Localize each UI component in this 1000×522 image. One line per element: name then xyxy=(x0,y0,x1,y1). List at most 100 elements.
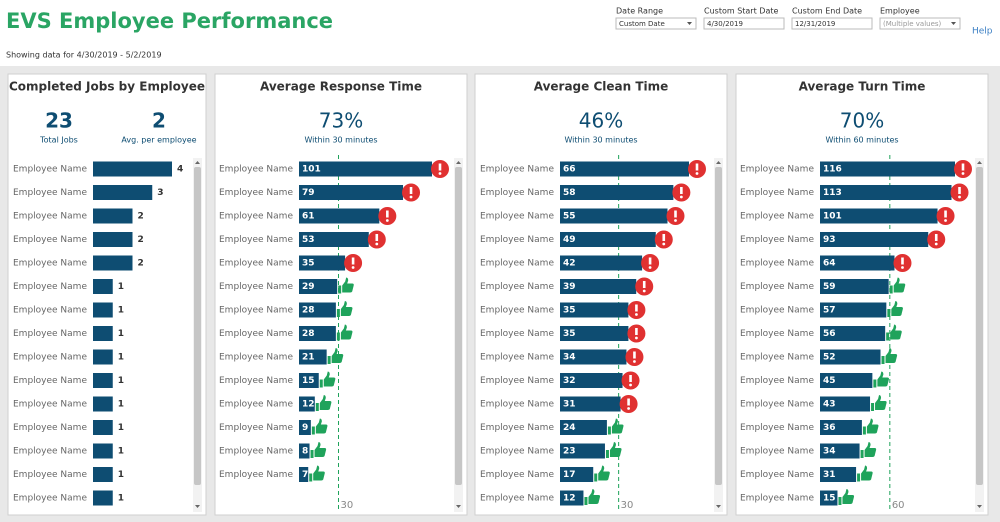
alert-bar xyxy=(627,398,630,406)
bar-value: 64 xyxy=(823,259,836,269)
kpi-label: Within 30 minutes xyxy=(304,136,377,145)
employee-name: Employee Name xyxy=(480,212,554,222)
bar-value: 39 xyxy=(563,282,576,292)
panel xyxy=(214,73,468,516)
employee-name: Employee Name xyxy=(740,447,814,457)
bar xyxy=(93,279,113,294)
employee-name: Employee Name xyxy=(219,212,293,222)
scroll-down[interactable] xyxy=(456,505,461,508)
scroll-down[interactable] xyxy=(977,505,982,508)
employee-name: Employee Name xyxy=(219,447,293,457)
scroll-up[interactable] xyxy=(456,161,461,164)
employee-name: Employee Name xyxy=(13,188,87,198)
alert-bar xyxy=(648,257,652,265)
bar xyxy=(299,185,404,200)
bar xyxy=(299,396,315,412)
employee-name: Employee Name xyxy=(740,353,814,363)
scrollbar-thumb[interactable] xyxy=(715,167,722,485)
bar xyxy=(820,420,862,435)
employee-name: Employee Name xyxy=(13,400,87,410)
bar xyxy=(820,373,873,388)
employee-name: Employee Name xyxy=(480,282,554,292)
filter-dropdown[interactable] xyxy=(703,17,785,30)
kpi-value: 70% xyxy=(840,109,884,133)
alert-bar xyxy=(351,257,355,265)
thumbs-up-icon xyxy=(887,301,903,317)
bar-value: 1 xyxy=(118,494,124,504)
bar-value: 45 xyxy=(823,376,836,386)
bar xyxy=(820,232,929,247)
thumbs-up-icon xyxy=(584,489,601,505)
thumbs-up-icon xyxy=(309,465,325,482)
bar xyxy=(560,185,674,200)
thumbs-up-icon xyxy=(594,465,610,482)
bar xyxy=(299,420,311,435)
employee-name: Employee Name xyxy=(740,188,814,198)
alert-bar xyxy=(674,210,677,218)
scroll-up[interactable] xyxy=(716,161,721,164)
alert-dot xyxy=(961,172,965,175)
scroll-down[interactable] xyxy=(716,505,721,508)
employee-name: Employee Name xyxy=(13,470,87,480)
bar xyxy=(560,349,627,365)
bar xyxy=(299,161,432,177)
thumbs-up-icon xyxy=(605,442,622,458)
employee-name: Employee Name xyxy=(219,306,293,316)
bar-value: 8 xyxy=(302,447,308,457)
employee-name: Employee Name xyxy=(219,470,293,480)
scrollbar-thumb[interactable] xyxy=(455,167,462,485)
alert-bar xyxy=(958,187,961,194)
employee-name: Employee Name xyxy=(480,259,554,269)
bar xyxy=(820,161,955,177)
filter-dropdown[interactable] xyxy=(615,17,697,30)
employee-name: Employee Name xyxy=(740,400,814,410)
bar-value: 35 xyxy=(563,306,576,316)
filter-value: (Multiple values) xyxy=(883,20,942,28)
scrollbar-thumb[interactable] xyxy=(194,167,201,485)
bar-value: 53 xyxy=(302,235,315,245)
thumbs-up-icon xyxy=(607,418,624,435)
dropdown-arrow xyxy=(687,22,692,25)
bar-value: 7 xyxy=(302,470,308,480)
filter-dropdown[interactable] xyxy=(791,17,873,30)
employee-name: Employee Name xyxy=(740,212,814,222)
employee-name: Employee Name xyxy=(219,353,293,363)
filter-label: Custom Start Date xyxy=(704,7,778,16)
bar xyxy=(93,373,113,388)
employee-name: Employee Name xyxy=(480,423,554,433)
bar-value: 93 xyxy=(823,235,836,245)
employee-name: Employee Name xyxy=(219,400,293,410)
alert-dot xyxy=(648,266,652,269)
panel-title: Completed Jobs by Employee xyxy=(9,80,205,94)
alert-dot xyxy=(934,242,938,246)
bar-value: 1 xyxy=(118,306,124,316)
bar-value: 58 xyxy=(563,188,576,198)
kpi-label: Within 30 minutes xyxy=(564,136,637,145)
bar-value: 29 xyxy=(302,282,315,292)
alert-bar xyxy=(680,187,683,194)
thumbs-up-icon xyxy=(881,348,898,364)
thumbs-up-icon xyxy=(838,489,855,505)
bar-value: 28 xyxy=(302,306,315,316)
scroll-down[interactable] xyxy=(195,505,200,508)
date-subtitle: Showing data for 4/30/2019 - 5/2/2019 xyxy=(6,51,162,60)
help-link[interactable]: Help xyxy=(972,27,993,37)
bar-value: 12 xyxy=(563,494,576,504)
filter-value: 4/30/2019 xyxy=(707,20,743,28)
scroll-up[interactable] xyxy=(195,161,200,164)
bar-value: 24 xyxy=(563,423,576,433)
bar-value: 1 xyxy=(118,376,124,386)
filter-label: Custom End Date xyxy=(792,7,862,16)
alert-dot xyxy=(642,289,646,293)
bar xyxy=(299,467,309,482)
scroll-up[interactable] xyxy=(977,161,982,164)
employee-name: Employee Name xyxy=(740,470,814,480)
employee-name: Employee Name xyxy=(13,353,87,363)
bar-value: 15 xyxy=(823,494,836,504)
alert-dot xyxy=(385,219,389,222)
employee-name: Employee Name xyxy=(740,306,814,316)
scrollbar-thumb[interactable] xyxy=(976,167,983,485)
alert-dot xyxy=(635,313,638,316)
filter-dropdown[interactable] xyxy=(879,17,961,30)
